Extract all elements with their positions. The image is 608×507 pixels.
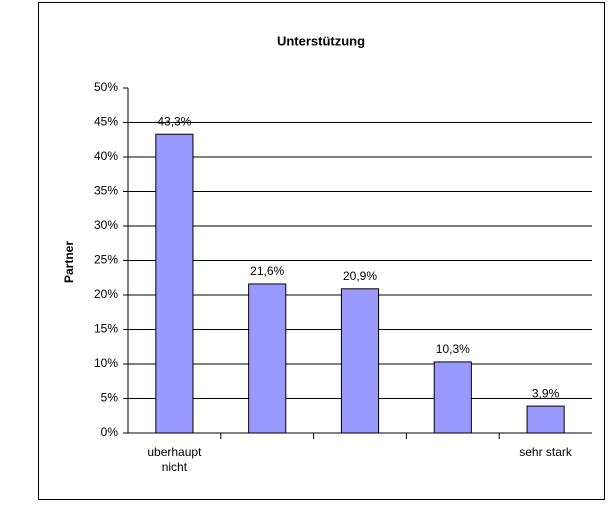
data-label: 20,9% [343, 269, 377, 283]
bar [433, 361, 472, 434]
y-tick-label: 0% [101, 425, 119, 439]
bar [340, 288, 380, 434]
y-tick-label: 20% [94, 287, 118, 301]
y-tick-label: 10% [94, 356, 118, 370]
data-label: 3,9% [532, 386, 560, 400]
y-axis-label: Partner [62, 241, 76, 283]
y-tick-label: 15% [94, 322, 118, 336]
y-tick-label: 35% [94, 184, 118, 198]
data-label: 43,3% [157, 114, 191, 128]
y-tick-label: 5% [101, 391, 119, 405]
chart-frame [38, 2, 605, 500]
y-tick-label: 25% [94, 253, 118, 267]
y-tick-label: 40% [94, 149, 118, 163]
y-tick-label: 50% [94, 80, 118, 94]
data-label: 21,6% [250, 264, 284, 278]
x-tick-label: uberhaupt nicht [147, 445, 202, 474]
x-tick-label: sehr stark [519, 445, 572, 459]
bar [248, 283, 287, 434]
y-tick-label: 30% [94, 218, 118, 232]
bar [155, 133, 194, 434]
chart-title: Unterstützung [277, 33, 365, 48]
data-label: 10,3% [436, 342, 470, 356]
y-tick-label: 45% [94, 115, 118, 129]
bar [526, 405, 565, 434]
